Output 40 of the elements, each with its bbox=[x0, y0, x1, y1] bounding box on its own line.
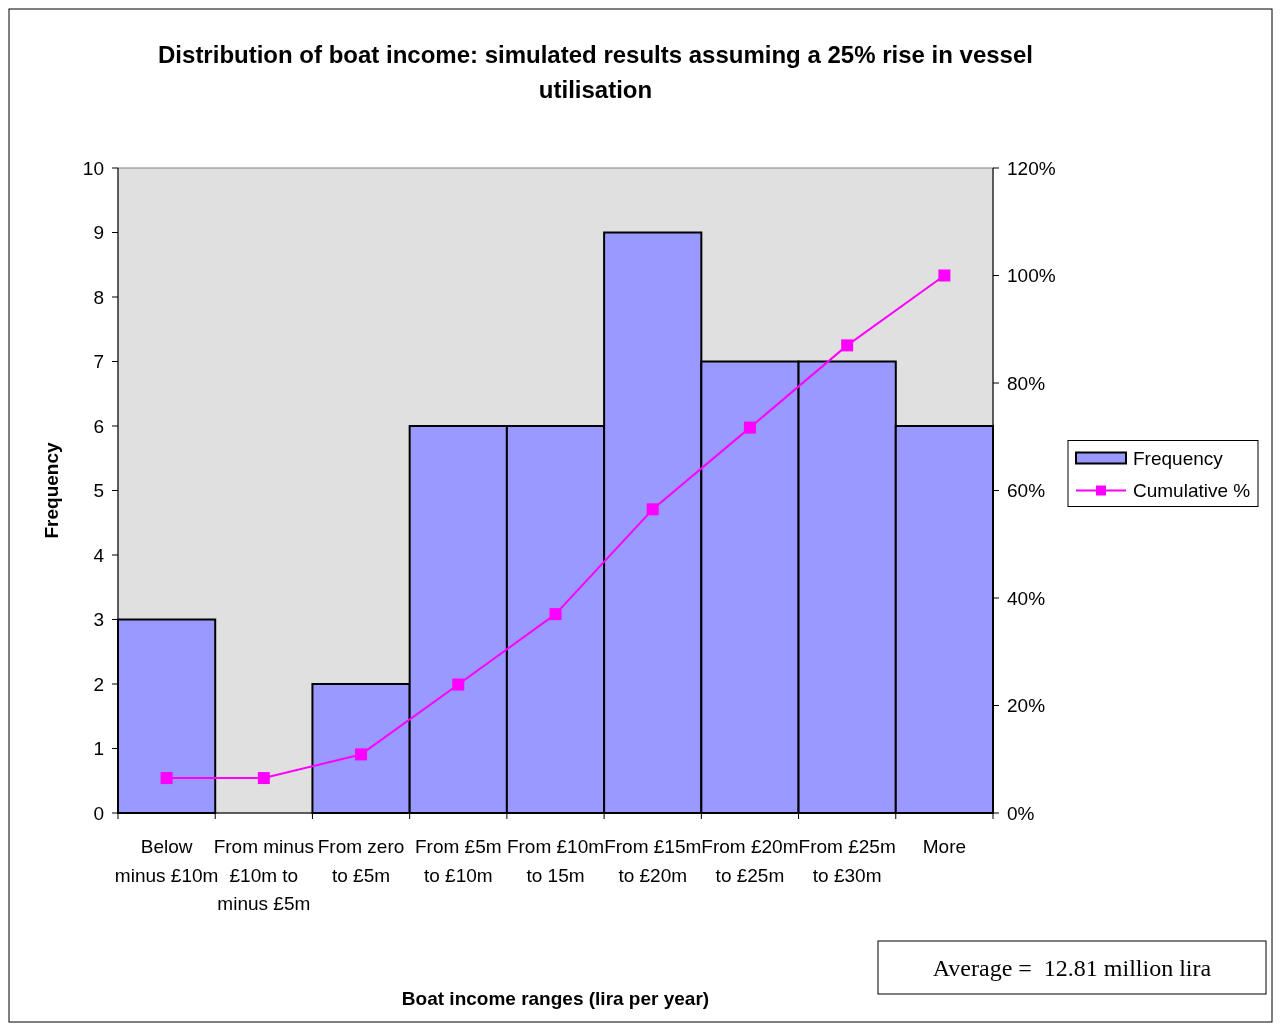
x-tick-label: From zero to £5m bbox=[317, 836, 405, 886]
point bbox=[841, 339, 854, 352]
y2-tick-label: 60% bbox=[1007, 480, 1046, 502]
x-tick-label: From £25m to £30m bbox=[798, 836, 896, 886]
x-tick-label: From £10m to 15m bbox=[506, 836, 605, 886]
y-tick-label: 8 bbox=[93, 286, 104, 308]
y-tick-label: 9 bbox=[93, 222, 104, 244]
x-tick-label: From £5m to £10m bbox=[414, 836, 502, 886]
y-tick-label: 2 bbox=[93, 673, 104, 695]
x-tick-label: More bbox=[922, 836, 967, 857]
point bbox=[257, 772, 270, 785]
y2-tick-label: 100% bbox=[1007, 265, 1056, 287]
y2-tick-label: 40% bbox=[1007, 587, 1046, 609]
point bbox=[355, 748, 368, 761]
legend-label: Cumulative % bbox=[1133, 480, 1251, 502]
y-axis-title: Frequency bbox=[41, 442, 62, 539]
x-tick-label: From £20m to £25m bbox=[701, 836, 799, 886]
y-tick-label: 7 bbox=[93, 351, 104, 373]
point bbox=[646, 503, 659, 516]
y2-tick-label: 20% bbox=[1007, 695, 1046, 717]
point bbox=[549, 608, 562, 621]
y-tick-label: 4 bbox=[93, 544, 105, 566]
point bbox=[452, 678, 465, 691]
y-tick-label: 6 bbox=[93, 415, 104, 437]
y2-tick-label: 0% bbox=[1007, 802, 1035, 824]
text: Average = 12.81 million lira bbox=[932, 955, 1212, 982]
x-tick-label: From £15m to £20m bbox=[604, 836, 702, 886]
chart-title: Distribution of boat income: simulated results assuming a 25% rise in vessel utilisation bbox=[158, 41, 1033, 103]
y-tick-label: 10 bbox=[82, 157, 104, 179]
point bbox=[160, 772, 173, 785]
y-tick-label: 5 bbox=[93, 480, 104, 502]
y2-tick-label: 120% bbox=[1007, 157, 1056, 179]
y-tick-label: 1 bbox=[93, 738, 104, 760]
y-tick-label: 3 bbox=[93, 609, 104, 631]
y-tick-label: 0 bbox=[93, 802, 104, 824]
x-axis-title: Boat income ranges (lira per year) bbox=[401, 988, 710, 1009]
legend-label: Frequency bbox=[1133, 448, 1224, 470]
y2-tick-label: 80% bbox=[1007, 372, 1046, 394]
point bbox=[743, 421, 756, 434]
point bbox=[938, 269, 951, 282]
